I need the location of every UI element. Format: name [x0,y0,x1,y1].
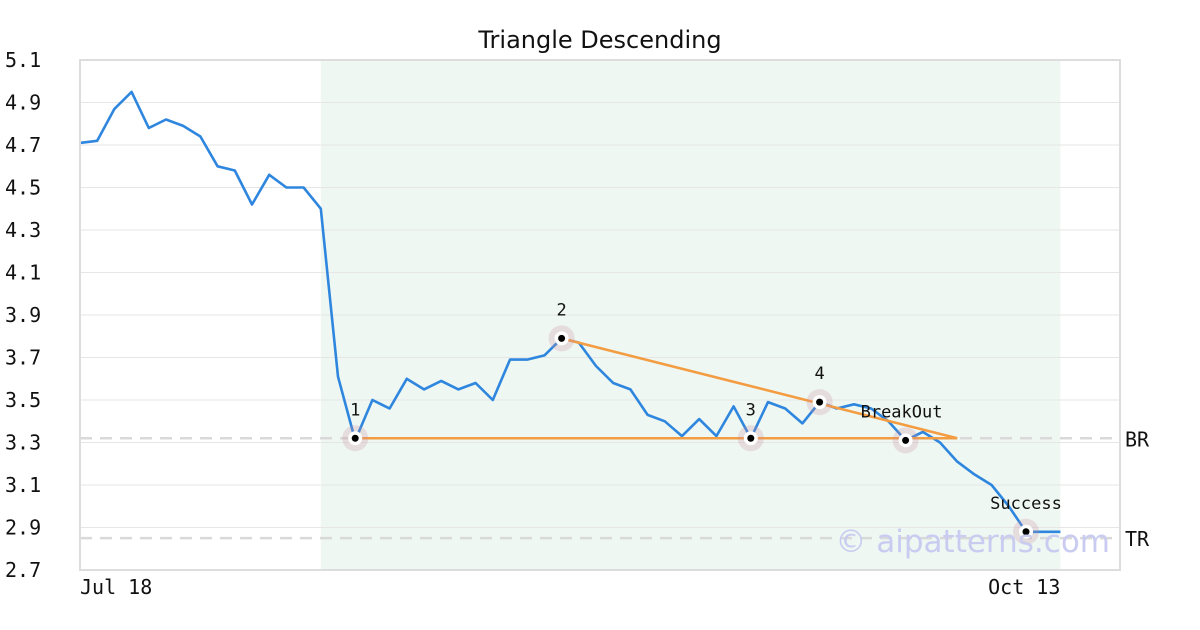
y-tick-label: 3.5 [5,388,41,412]
x-tick-label: Oct 13 [988,575,1060,599]
pattern-point [351,434,359,442]
y-tick-label: 2.9 [5,516,41,540]
y-tick-label: 4.5 [5,176,41,200]
pattern-points: 1 2 3 4 BreakOut Success [342,300,1062,545]
y-tick-label: 4.3 [5,218,41,242]
y-tick-label: 5.1 [5,48,41,72]
pattern-point-label: 1 [350,400,360,420]
y-tick-label: 3.7 [5,346,41,370]
axes: 5.1 4.9 4.7 4.5 4.3 4.1 3.9 3.7 3.5 3.3 3.1 2.9 2.7 J… [5,48,1121,599]
pattern-point [747,434,755,442]
grid-layer [80,59,1120,571]
pattern-point [558,334,566,342]
plot-frame [79,59,1121,571]
y-tick-label: 3.3 [5,431,41,455]
y-tick-label: 2.7 [5,558,41,582]
y-tick-label: 3.1 [5,473,41,497]
watermark: © aipatterns.com [835,524,1110,560]
reference-label: BR [1125,427,1150,451]
y-tick-label: 4.9 [5,91,41,115]
x-tick-label: Jul 18 [80,575,152,599]
trendline [561,337,958,440]
pattern-point [1022,528,1030,536]
y-tick-label: 3.9 [5,303,41,327]
pattern-point-label: 4 [814,364,824,384]
reference-label: TR [1125,527,1150,551]
trendline-layer [355,337,958,440]
pattern-point-label: BreakOut [861,402,943,422]
y-tick-label: 4.7 [5,133,41,157]
pattern-point [902,436,910,444]
y-tick-label: 4.1 [5,261,41,285]
pattern-point-label: 3 [746,400,756,420]
pattern-point-label: 2 [556,300,566,320]
chart-title: Triangle Descending [477,26,721,54]
pattern-point-label: Success [990,494,1062,514]
pattern-point [816,398,824,406]
